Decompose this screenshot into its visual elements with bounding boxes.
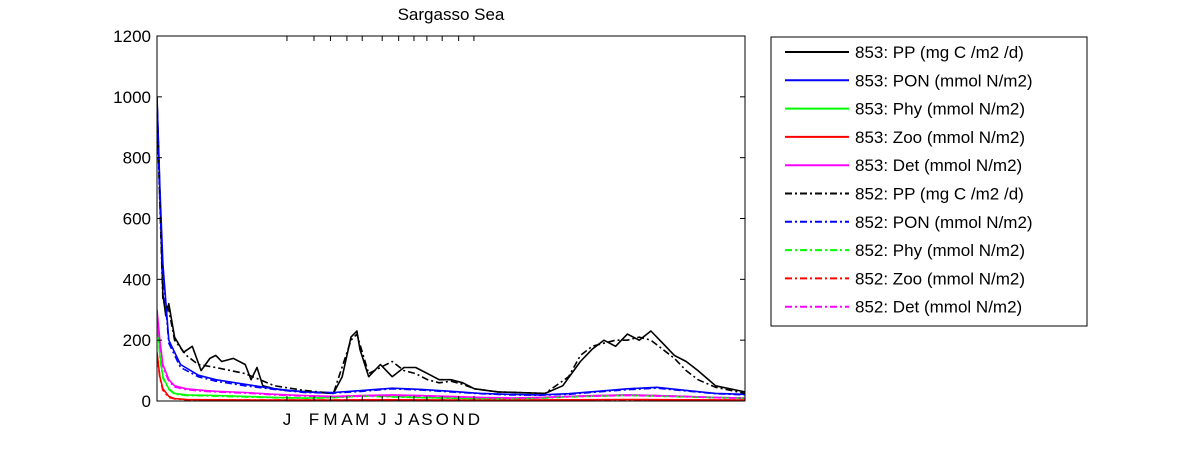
x-tick-label: O [436, 410, 449, 429]
series-line-9 [157, 315, 745, 400]
x-tick-label: J [394, 410, 403, 429]
x-tick-label: A [341, 410, 353, 429]
series-line-8 [157, 355, 745, 401]
series-line-0 [157, 96, 745, 395]
series-lines [157, 96, 745, 401]
y-tick-label: 1200 [113, 27, 151, 46]
x-tick-label: N [453, 410, 465, 429]
legend-label-2: 853: Phy (mmol N/m2) [855, 100, 1025, 119]
legend-label-5: 852: PP (mg C /m2 /d) [855, 185, 1024, 204]
legend-label-3: 853: Zoo (mmol N/m2) [855, 128, 1025, 147]
x-tick-label: S [421, 410, 432, 429]
y-tick-label: 1000 [113, 88, 151, 107]
x-tick-label: D [468, 410, 480, 429]
legend-label-0: 853: PP (mg C /m2 /d) [855, 43, 1024, 62]
x-tick-label: A [408, 410, 420, 429]
x-tick-label: M [323, 410, 337, 429]
legend-label-7: 852: Phy (mmol N/m2) [855, 241, 1025, 260]
x-tick-label: M [355, 410, 369, 429]
series-line-5 [157, 111, 745, 395]
y-tick-label: 600 [123, 210, 151, 229]
legend-label-8: 852: Zoo (mmol N/m2) [855, 269, 1025, 288]
legend-label-6: 852: PON (mmol N/m2) [855, 213, 1033, 232]
y-tick-label: 200 [123, 331, 151, 350]
axes-box [156, 35, 746, 402]
legend-box [770, 36, 1088, 327]
x-tick-label: J [378, 410, 387, 429]
x-tick-label: J [283, 410, 292, 429]
chart-title: Sargasso Sea [398, 5, 505, 24]
series-line-6 [157, 102, 745, 397]
x-tick-label: F [309, 410, 319, 429]
legend-label-4: 853: Det (mmol N/m2) [855, 156, 1022, 175]
y-tick-label: 800 [123, 149, 151, 168]
y-tick-label: 0 [142, 392, 151, 411]
legend-label-9: 852: Det (mmol N/m2) [855, 298, 1022, 317]
y-tick-label: 400 [123, 270, 151, 289]
legend-label-1: 853: PON (mmol N/m2) [855, 71, 1033, 90]
series-line-1 [157, 96, 745, 396]
legend: 853: PP (mg C /m2 /d) 853: PON (mmol N/m2… [770, 36, 1088, 327]
